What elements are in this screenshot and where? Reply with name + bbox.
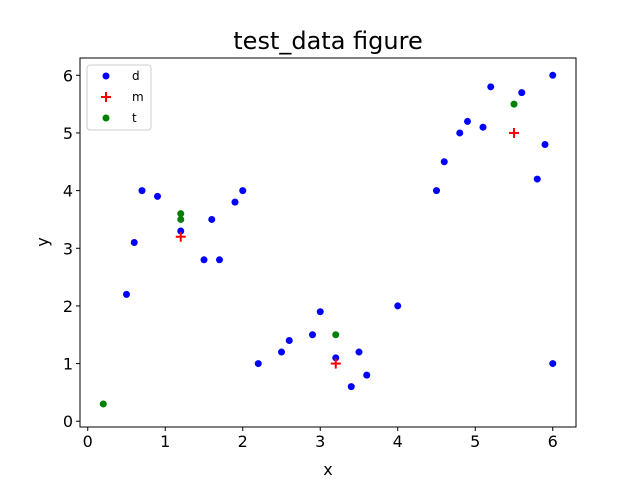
data-point-d <box>394 302 402 310</box>
data-point-d <box>456 129 464 137</box>
data-point-d <box>130 239 138 246</box>
data-point-m <box>175 231 186 242</box>
x-tick-label: 0 <box>83 432 93 451</box>
data-point-d <box>533 175 541 183</box>
data-point-d <box>216 256 223 264</box>
y-tick-label: 5 <box>63 124 73 143</box>
data-point-t <box>177 210 185 218</box>
legend-box <box>86 64 152 131</box>
data-point-d <box>208 215 216 223</box>
x-tick-label: 4 <box>393 432 403 451</box>
data-point-m <box>330 358 341 369</box>
plot-frame <box>79 57 577 428</box>
data-points <box>99 71 557 408</box>
data-point-t <box>177 215 185 223</box>
y-tick-label: 4 <box>63 182 73 201</box>
legend-label-d: d <box>132 69 140 83</box>
x-tick-label: 6 <box>548 432 558 451</box>
data-point-d <box>440 158 448 166</box>
data-point-d <box>433 187 440 195</box>
data-point-d <box>254 360 262 368</box>
x-tick-label: 1 <box>160 432 170 451</box>
data-point-d <box>332 354 340 362</box>
x-tick-label: 2 <box>238 432 248 451</box>
data-point-t <box>332 331 340 339</box>
data-point-d <box>363 371 371 379</box>
data-point-d <box>138 187 146 195</box>
legend-marker-t <box>102 114 110 122</box>
data-point-d <box>285 337 293 345</box>
axis-ticks: 0 1 2 3 4 5 6 0 1 2 3 4 5 6 <box>63 66 558 451</box>
y-tick-label: 0 <box>63 412 73 431</box>
y-tick-label: 1 <box>63 355 73 374</box>
y-tick-label: 6 <box>63 66 73 85</box>
x-tick-label: 3 <box>315 432 325 451</box>
legend-label-t: t <box>132 111 137 125</box>
data-point-d <box>487 83 495 91</box>
data-point-d <box>549 71 557 79</box>
data-point-d <box>518 89 526 97</box>
chart-title: test_data figure <box>233 27 422 55</box>
data-point-d <box>541 140 549 148</box>
x-tick-label: 5 <box>470 432 480 451</box>
data-point-d <box>154 192 161 200</box>
legend-marker-m <box>101 92 111 102</box>
y-tick-label: 3 <box>63 239 73 258</box>
data-point-d <box>316 308 324 316</box>
data-point-d <box>239 187 247 195</box>
data-point-d <box>278 348 285 356</box>
data-point-t <box>99 400 107 408</box>
data-point-d <box>464 117 471 125</box>
data-point-d <box>347 383 355 391</box>
legend: dmt <box>86 64 152 131</box>
legend-marker-d <box>102 72 110 80</box>
y-axis-label: y <box>33 237 52 246</box>
y-tick-label: 2 <box>63 297 73 316</box>
data-point-t <box>510 100 518 108</box>
data-point-d <box>549 360 557 368</box>
data-point-d <box>479 123 487 131</box>
data-point-d <box>355 348 363 356</box>
data-point-d <box>231 198 239 206</box>
x-axis-label: x <box>323 460 332 479</box>
data-point-m <box>509 127 519 138</box>
data-point-d <box>309 331 316 339</box>
legend-label-m: m <box>132 90 144 104</box>
data-point-d <box>123 290 130 298</box>
data-point-d <box>177 227 185 235</box>
data-point-d <box>200 256 208 264</box>
